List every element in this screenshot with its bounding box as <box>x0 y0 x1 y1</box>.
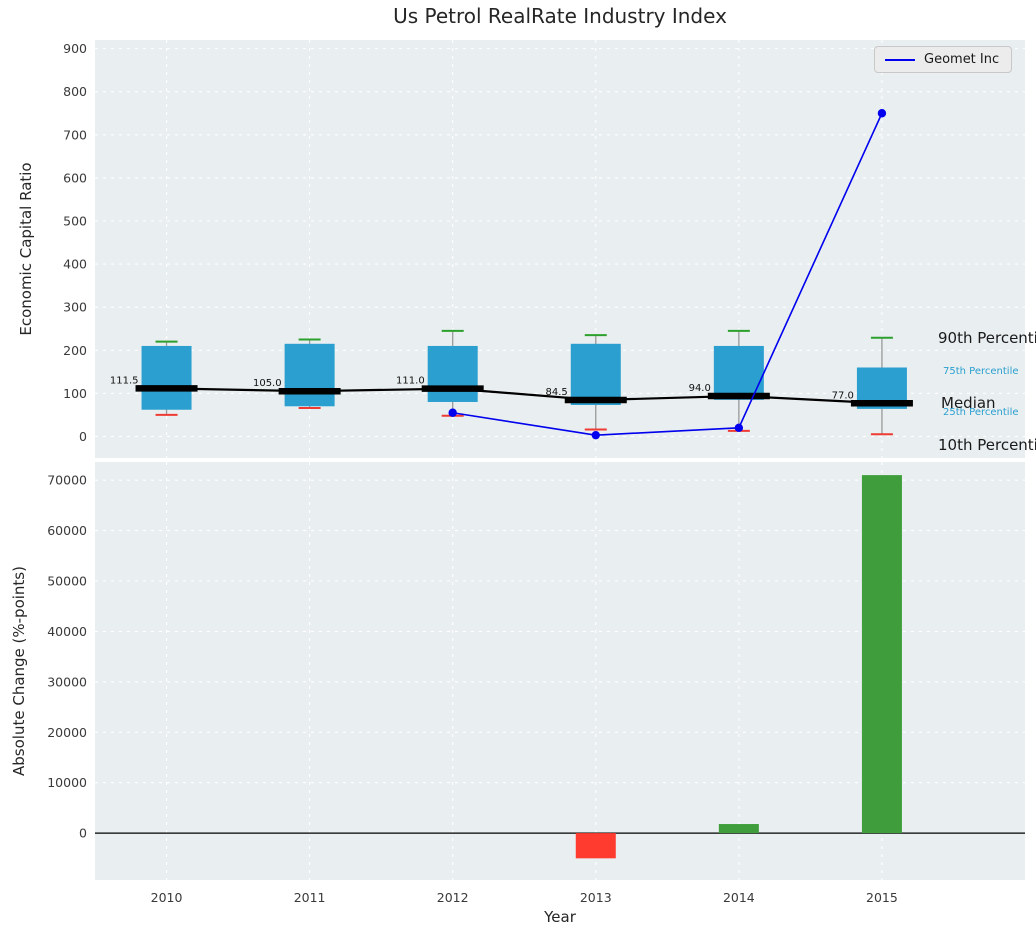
tick-label: 2013 <box>580 890 612 905</box>
box-2012 <box>427 345 478 402</box>
tick-label: 105.0 <box>253 378 282 389</box>
tick-label: 2015 <box>866 890 898 905</box>
annotation-90th-percentile: 90th Percentile <box>938 329 1036 347</box>
tick-label: 20000 <box>47 725 87 740</box>
tick-label: 200 <box>63 343 87 358</box>
series-marker <box>877 109 887 118</box>
box-2013 <box>570 343 621 405</box>
series-marker <box>591 430 600 440</box>
bar-2013 <box>575 833 616 859</box>
annotation-median: Median <box>941 394 996 412</box>
bar-2014 <box>718 824 759 834</box>
series-line <box>452 112 883 436</box>
tick-label: 2011 <box>294 890 326 905</box>
legend-line-sample <box>885 58 915 61</box>
gridlines <box>95 462 1025 880</box>
tick-label: 70000 <box>47 473 87 488</box>
box-2014 <box>713 345 764 400</box>
tick-label: 500 <box>63 213 87 228</box>
tick-label: 10000 <box>47 775 87 790</box>
tick-label: 77.0 <box>832 390 854 401</box>
tick-label: 2010 <box>151 890 183 905</box>
tick-label: 700 <box>63 127 87 142</box>
legend: Geomet Inc <box>874 46 1013 73</box>
tick-label: 300 <box>63 300 87 315</box>
chart-title: Us Petrol RealRate Industry Index <box>393 4 727 28</box>
tick-label: 400 <box>63 257 87 272</box>
x-axis-label: Year <box>544 908 576 926</box>
tick-label: 30000 <box>47 674 87 689</box>
bottom-y-axis-label: Absolute Change (%-points) <box>10 566 28 776</box>
tick-label: 800 <box>63 84 87 99</box>
tick-label: 40000 <box>47 624 87 639</box>
tick-label: 50000 <box>47 573 87 588</box>
series-geomet-inc <box>448 109 887 440</box>
tick-label: 600 <box>63 170 87 185</box>
annotation-25th-percentile: 25th Percentile <box>943 407 1019 418</box>
tick-label: 111.0 <box>396 376 425 387</box>
top-y-axis-label: Economic Capital Ratio <box>17 162 35 336</box>
series-marker <box>448 408 457 417</box>
tick-label: 0 <box>79 826 87 841</box>
tick-label: 94.0 <box>689 383 711 394</box>
bar-2015 <box>861 475 902 834</box>
tick-label: 2014 <box>723 890 755 905</box>
tick-label: 100 <box>63 386 87 401</box>
tick-label: 900 <box>63 41 87 56</box>
legend-label: Geomet Inc <box>924 52 1000 67</box>
box-2011 <box>284 343 335 407</box>
tick-label: 2012 <box>437 890 469 905</box>
annotation-75th-percentile: 75th Percentile <box>943 366 1019 377</box>
tick-label: 0 <box>79 429 87 444</box>
box-2010 <box>141 345 192 410</box>
bar-subplot: 0 10000 20000 30000 40000 50000 60000 70000 2010… <box>47 462 1025 905</box>
gridlines <box>95 40 1025 458</box>
series-marker <box>734 423 744 433</box>
tick-label: 84.5 <box>546 387 568 398</box>
tick-label: 111.5 <box>110 375 139 386</box>
tick-label: 60000 <box>47 523 87 538</box>
bars-group <box>575 475 902 859</box>
boxplot-group: 111.5 105.0 111.0 84.5 94.0 77.0 <box>110 329 913 436</box>
annotation-10th-percentile: 10th Percentile <box>938 436 1036 454</box>
